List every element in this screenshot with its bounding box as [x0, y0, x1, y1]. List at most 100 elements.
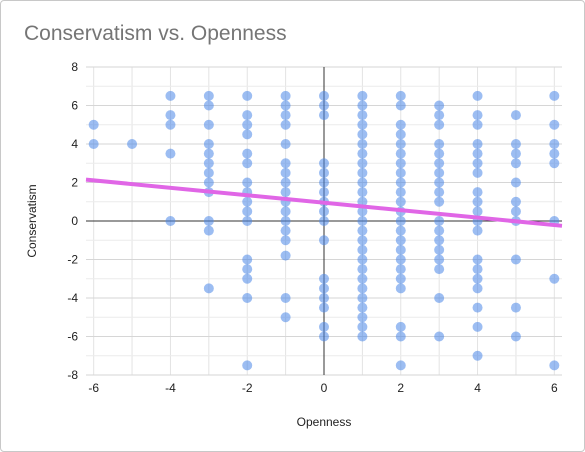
data-point [127, 139, 138, 149]
data-point [242, 264, 253, 275]
data-point [395, 321, 406, 332]
data-point [434, 293, 445, 303]
data-point [472, 225, 483, 236]
x-tick-label: 6 [551, 381, 558, 395]
data-point [357, 90, 368, 101]
data-point [242, 129, 253, 140]
data-point [357, 273, 368, 284]
data-point [203, 158, 214, 169]
data-point [395, 90, 406, 101]
data-point [319, 187, 329, 198]
data-point [357, 283, 368, 294]
data-point [434, 148, 445, 159]
data-point [510, 148, 521, 159]
y-tick-label: -8 [67, 368, 78, 382]
data-point [549, 119, 560, 130]
data-point [434, 244, 445, 255]
data-point [434, 216, 445, 226]
data-point [434, 100, 445, 111]
data-point [434, 167, 445, 178]
data-point [510, 110, 521, 121]
x-tick-label: 4 [474, 381, 481, 395]
data-point [395, 254, 406, 265]
data-point [434, 158, 445, 169]
data-point [280, 167, 291, 178]
data-point [319, 167, 329, 178]
data-point [319, 283, 329, 294]
x-tick-label: 2 [397, 381, 404, 395]
data-point [88, 119, 99, 130]
data-point [357, 225, 368, 236]
data-point [242, 158, 253, 169]
data-point [472, 264, 483, 275]
y-axis-label: Conservatism [25, 184, 39, 257]
data-point [472, 110, 483, 121]
data-point [242, 254, 253, 265]
data-point [319, 100, 329, 111]
data-point [242, 110, 253, 121]
y-tick-label: 4 [71, 137, 78, 151]
data-point [319, 216, 329, 226]
data-point [434, 196, 445, 207]
data-point [549, 139, 560, 149]
data-point [319, 177, 329, 188]
data-point [203, 139, 214, 149]
data-point [203, 167, 214, 178]
data-point [510, 206, 521, 217]
data-point [357, 119, 368, 130]
data-point [549, 273, 560, 284]
chart-title: Conservatism vs. Openness [24, 22, 287, 45]
y-tick-label: 6 [71, 99, 78, 113]
data-point [510, 331, 521, 342]
data-point [165, 110, 176, 121]
data-point [357, 206, 368, 217]
x-axis-label: Openness [297, 415, 352, 429]
data-point [472, 206, 483, 217]
x-tick-label: -6 [88, 381, 99, 395]
data-point [319, 331, 329, 342]
data-point [357, 312, 368, 323]
data-point [357, 100, 368, 111]
data-point [357, 216, 368, 226]
data-point [549, 90, 560, 101]
data-point [472, 139, 483, 149]
data-point [510, 177, 521, 188]
data-point [319, 110, 329, 121]
y-tick-label: 2 [71, 176, 78, 190]
data-point [395, 216, 406, 226]
data-point [434, 139, 445, 149]
data-point [395, 177, 406, 188]
data-point [357, 254, 368, 265]
tick-labels: -6 -4 -2 0 2 4 6 8 6 4 2 0 -2 -4 -6 -8 [67, 60, 558, 395]
data-point [510, 302, 521, 313]
data-point [203, 216, 214, 226]
data-point [280, 206, 291, 217]
data-point [395, 360, 406, 371]
data-point [357, 158, 368, 169]
y-tick-label: 0 [71, 214, 78, 228]
data-point [549, 360, 560, 371]
y-tick-label: -6 [67, 330, 78, 344]
data-point [357, 302, 368, 313]
data-point [242, 360, 253, 371]
data-point [395, 148, 406, 159]
data-point [203, 148, 214, 159]
data-point [395, 225, 406, 236]
data-point [395, 167, 406, 178]
data-point [357, 244, 368, 255]
data-point [280, 216, 291, 226]
data-point [319, 293, 329, 303]
data-point [165, 216, 176, 226]
data-point [357, 139, 368, 149]
data-point [510, 158, 521, 169]
y-tick-label: 8 [71, 60, 78, 74]
data-point [472, 196, 483, 207]
data-point [434, 225, 445, 236]
data-point [203, 283, 214, 294]
data-point [434, 235, 445, 246]
data-point [280, 293, 291, 303]
data-point [395, 139, 406, 149]
data-point [280, 139, 291, 149]
data-point [472, 350, 483, 361]
data-point [242, 177, 253, 188]
